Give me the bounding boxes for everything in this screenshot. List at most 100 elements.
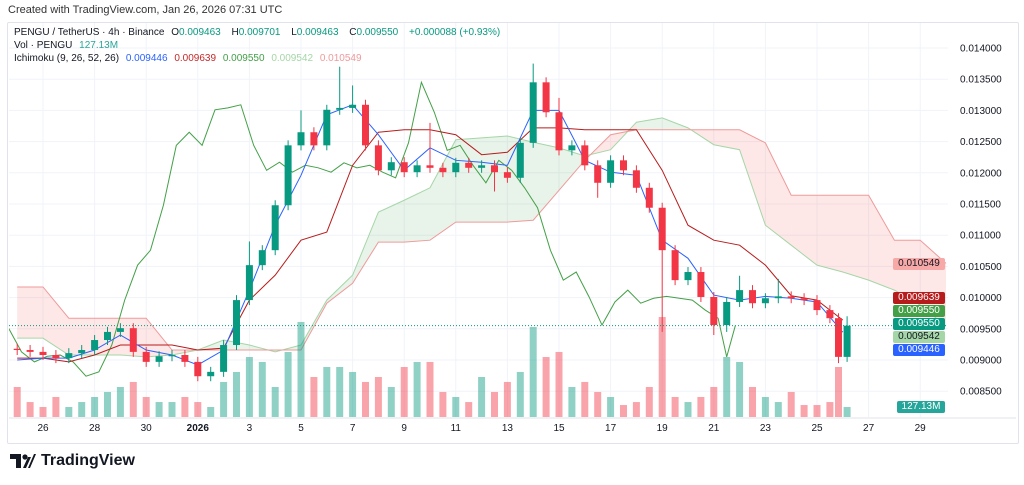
volume-bar xyxy=(658,317,666,417)
volume-bar xyxy=(835,367,842,417)
candle-body xyxy=(13,348,21,351)
brand-name: TradingView xyxy=(41,452,135,469)
candle-body xyxy=(52,355,60,359)
candle-body xyxy=(310,132,318,146)
candle-body xyxy=(220,345,228,372)
cloud-segment xyxy=(791,195,817,266)
ichimoku-label: Ichimoku (9, 26, 52, 26) xyxy=(14,53,120,64)
volume-bar xyxy=(542,357,550,417)
x-tick-label: 26 xyxy=(37,423,49,434)
volume-bar xyxy=(91,397,99,417)
x-tick-label: 13 xyxy=(502,423,514,434)
volume-bar xyxy=(181,397,189,417)
volume-bar xyxy=(426,361,434,417)
volume-bar xyxy=(452,397,460,417)
volume-bar xyxy=(581,381,589,417)
y-tick-label: 0.010000 xyxy=(960,293,1002,304)
candle-body xyxy=(503,172,511,178)
candle-body xyxy=(207,371,215,377)
candle-body xyxy=(813,300,821,311)
candle-body xyxy=(826,310,834,319)
volume-bar xyxy=(387,387,395,417)
volume-bar xyxy=(65,407,73,417)
candle-body xyxy=(400,162,408,173)
volume-bar xyxy=(400,367,408,417)
candle-body xyxy=(632,170,640,188)
candle-body xyxy=(787,296,795,299)
candle-body xyxy=(323,109,331,146)
x-tick-label: 25 xyxy=(811,423,823,434)
candle-body xyxy=(194,361,202,377)
cloud-segment xyxy=(636,117,663,130)
volume-bar xyxy=(323,367,331,417)
volume-bar xyxy=(749,387,756,417)
volume-bar xyxy=(800,405,808,417)
cloud-segment xyxy=(43,286,69,356)
high-value: 0.009701 xyxy=(238,27,281,38)
x-tick-label: 9 xyxy=(401,423,407,434)
volume-bar xyxy=(774,402,782,417)
cloud-segment xyxy=(533,142,559,221)
volume-bar xyxy=(813,405,821,417)
volume-bar xyxy=(245,357,253,417)
y-tick-label: 0.014000 xyxy=(960,44,1002,55)
candle-body xyxy=(116,328,124,332)
candle-body xyxy=(478,165,486,168)
chikou-value: 0.009550 xyxy=(222,53,265,64)
candle-body xyxy=(710,296,718,326)
cloud-segment xyxy=(146,318,172,357)
volume-label: Vol · PENGU xyxy=(14,40,73,51)
volume-bar xyxy=(516,371,524,417)
x-tick-label: 15 xyxy=(553,423,565,434)
cloud-segment xyxy=(430,139,456,241)
volume-bar xyxy=(129,381,137,417)
candle-body xyxy=(761,298,769,304)
x-tick-label: 2026 xyxy=(187,423,210,434)
candle-body xyxy=(568,145,576,151)
kijun-value: 0.009639 xyxy=(174,53,217,64)
volume-bar xyxy=(271,387,279,417)
candle-body xyxy=(284,145,292,206)
price-label: 0.009542 xyxy=(893,331,945,343)
candle-body xyxy=(413,165,421,173)
candle-body xyxy=(362,104,369,146)
candle-body xyxy=(620,160,627,171)
volume-price-label: 127.13M xyxy=(897,401,945,413)
candle-body xyxy=(439,167,447,173)
candle-body xyxy=(26,350,34,352)
cloud-segment xyxy=(817,195,843,273)
candle-body xyxy=(65,353,73,359)
candle-body xyxy=(426,165,434,168)
cloud-segment xyxy=(559,147,585,191)
chikou-span-line xyxy=(9,80,736,377)
volume-bar xyxy=(104,391,111,417)
volume-bar xyxy=(843,406,851,417)
candle-body xyxy=(297,132,305,146)
volume-bar xyxy=(155,402,163,417)
candle-body xyxy=(258,250,266,266)
volume-bar xyxy=(439,391,447,417)
cloud-segment xyxy=(326,275,353,304)
price-label: 0.010549 xyxy=(893,258,945,270)
volume-bar xyxy=(374,377,382,417)
candle-body xyxy=(181,355,189,362)
volume-bar xyxy=(220,381,228,417)
cloud-segment xyxy=(765,142,792,246)
price-label: 0.009639 xyxy=(893,292,945,304)
low-label: L xyxy=(291,27,297,38)
x-tick-label: 29 xyxy=(915,423,927,434)
chart-frame[interactable] xyxy=(7,22,1019,444)
candle-body xyxy=(91,340,99,351)
candle-body xyxy=(233,300,240,346)
candle-body xyxy=(645,187,653,208)
candle-body xyxy=(465,162,473,168)
volume-bar xyxy=(284,351,292,417)
open-value: 0.009463 xyxy=(179,27,221,38)
candle-body xyxy=(684,272,692,281)
volume-bar xyxy=(491,391,498,417)
volume-bar xyxy=(207,407,215,417)
cloud-segment xyxy=(739,129,766,226)
y-tick-label: 0.009000 xyxy=(960,356,1002,367)
candle-body xyxy=(800,298,808,301)
